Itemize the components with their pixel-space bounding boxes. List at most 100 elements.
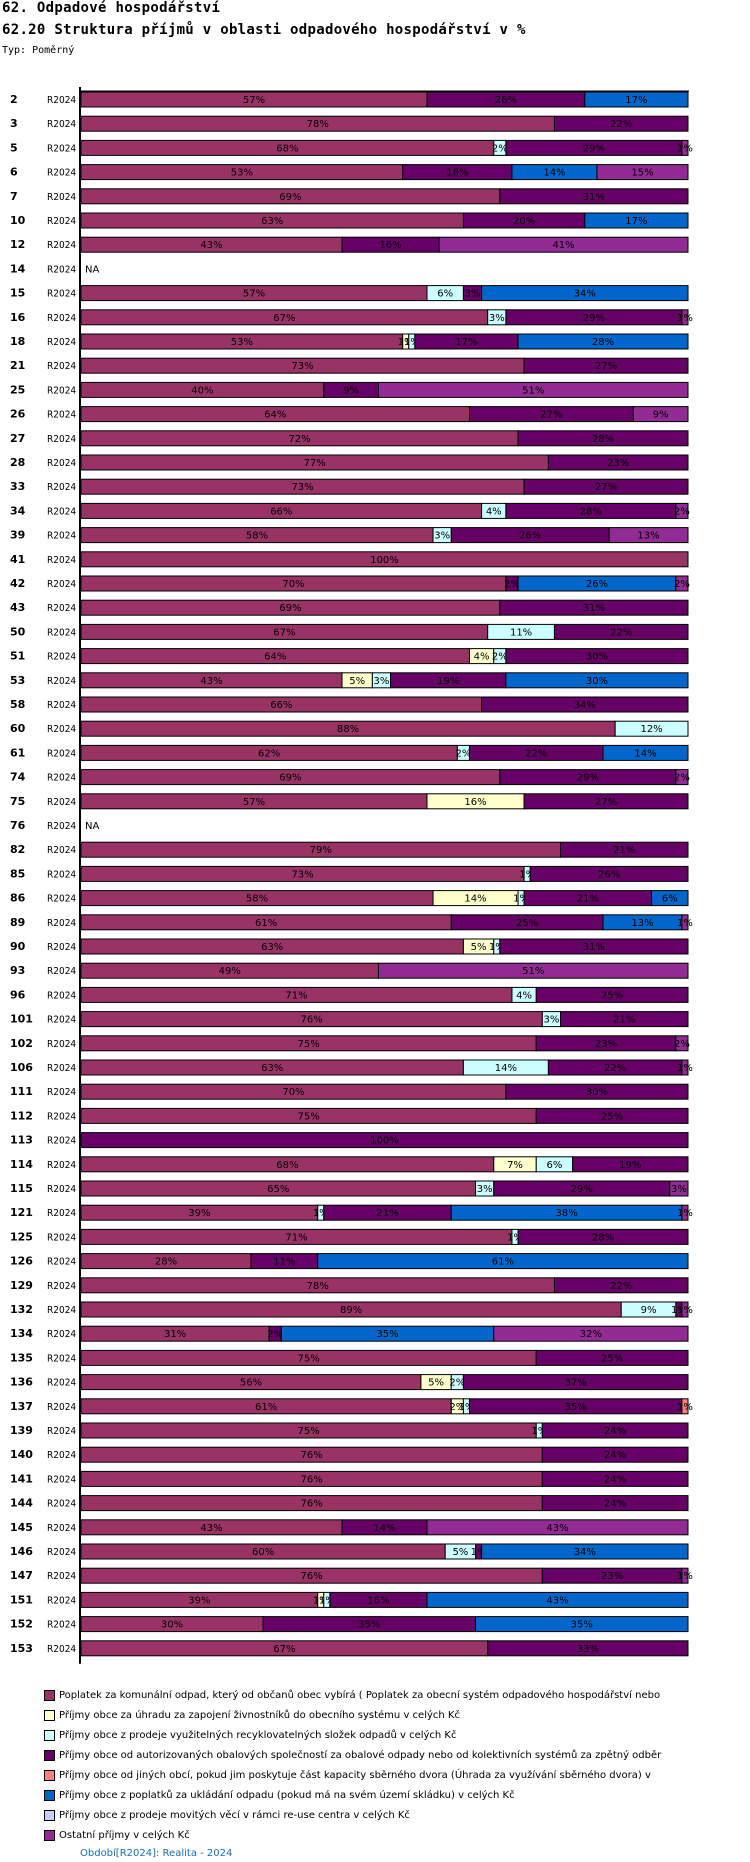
- bar-segment: [517, 1228, 689, 1245]
- row-period-label: R2024: [47, 119, 76, 130]
- segment-value-label: 24%: [604, 1426, 626, 1437]
- row-id-label: 96: [10, 988, 26, 1001]
- segment-value-label: 1%: [677, 1063, 693, 1074]
- segment-value-label: 26%: [519, 531, 541, 542]
- bar-row: 101 R2024 76% 3% 21%: [10, 1011, 689, 1028]
- bar-row: 134 R2024 31% 2% 35% 32%: [10, 1325, 689, 1342]
- bar-segment: [517, 333, 689, 350]
- segment-value-label: 3%: [374, 676, 390, 687]
- segment-value-label: 70%: [282, 1087, 304, 1098]
- segment-value-label: 57%: [243, 797, 265, 808]
- segment-value-label: 11%: [510, 627, 532, 638]
- bar-row: 111 R2024 70% 30%: [10, 1083, 689, 1100]
- segment-value-label: 22%: [604, 1063, 626, 1074]
- row-id-label: 153: [10, 1642, 33, 1655]
- segment-value-label: 12%: [640, 724, 662, 735]
- segment-value-label: 67%: [273, 627, 295, 638]
- segment-value-label: 26%: [598, 869, 620, 880]
- bar-row: 141 R2024 76% 24%: [10, 1470, 689, 1487]
- row-period-label: R2024: [47, 1547, 76, 1558]
- bar-segment: [553, 623, 689, 640]
- segment-value-label: 25%: [516, 918, 538, 929]
- bar-segment: [377, 381, 689, 398]
- legend-item: Příjmy obce z prodeje movitých věcí v rá…: [44, 1805, 661, 1825]
- bar-segment: [505, 672, 689, 689]
- row-period-label: R2024: [47, 676, 76, 687]
- row-id-label: 28: [10, 456, 25, 469]
- row-period-label: R2024: [47, 1329, 76, 1340]
- segment-value-label: 1%: [507, 1232, 523, 1243]
- segment-value-label: 29%: [571, 1184, 593, 1195]
- segment-value-label: 75%: [298, 1353, 320, 1364]
- row-id-label: 125: [10, 1230, 33, 1243]
- row-period-label: R2024: [47, 1111, 76, 1122]
- row-id-label: 5: [10, 141, 18, 154]
- segment-value-label: 63%: [261, 216, 283, 227]
- row-id-label: 129: [10, 1279, 33, 1292]
- section-title: 62. Odpadové hospodářství: [2, 0, 221, 16]
- row-period-label: R2024: [47, 555, 76, 566]
- segment-value-label: 28%: [592, 434, 614, 445]
- row-period-label: R2024: [47, 1378, 76, 1389]
- segment-value-label: 9%: [641, 1305, 657, 1316]
- bar-row: 114 R2024 68% 7% 6% 19%: [10, 1156, 689, 1173]
- row-id-label: 145: [10, 1521, 33, 1534]
- segment-value-label: 34%: [574, 1547, 596, 1558]
- row-id-label: 75: [10, 795, 25, 808]
- legend-label: Příjmy obce od jiných obcí, pokud jim po…: [59, 1769, 651, 1781]
- segment-value-label: 67%: [273, 313, 295, 324]
- segment-value-label: 68%: [276, 1160, 298, 1171]
- legend-swatch: [44, 1789, 55, 1801]
- segment-value-label: 78%: [307, 1281, 329, 1292]
- segment-value-label: 40%: [191, 385, 213, 396]
- bar-segment: [675, 502, 689, 519]
- bar-segment: [560, 841, 689, 858]
- row-period-label: R2024: [47, 531, 76, 542]
- row-period-label: R2024: [47, 95, 76, 106]
- bar-segment: [602, 744, 689, 761]
- bar-segment: [572, 1156, 689, 1173]
- segment-value-label: 69%: [279, 773, 301, 784]
- bar-row: 85 R2024 73% 1% 26%: [10, 865, 689, 882]
- bar-row: 82 R2024 79% 21%: [10, 841, 689, 858]
- segment-value-label: 28%: [592, 1232, 614, 1243]
- row-id-label: 3: [10, 117, 18, 130]
- segment-value-label: 16%: [464, 797, 486, 808]
- row-period-label: R2024: [47, 579, 76, 590]
- segment-value-label: 53%: [231, 168, 253, 179]
- row-period-label: R2024: [47, 216, 76, 227]
- row-period-label: R2024: [47, 1015, 76, 1026]
- bar-segment: [529, 865, 689, 882]
- row-id-label: 12: [10, 238, 25, 251]
- segment-value-label: 67%: [273, 1644, 295, 1655]
- segment-value-label: 57%: [243, 95, 265, 106]
- segment-value-label: 22%: [525, 748, 547, 759]
- bar-row: 26 R2024 64% 27% 9%: [10, 406, 689, 423]
- segment-value-label: 75%: [298, 1426, 320, 1437]
- segment-value-label: 35%: [376, 1329, 398, 1340]
- bar-row: 76 R2024 NA: [10, 819, 99, 832]
- segment-value-label: 75%: [298, 1039, 320, 1050]
- segment-value-label: 43%: [200, 240, 222, 251]
- segment-value-label: 64%: [264, 410, 286, 421]
- bar-segment: [553, 115, 689, 132]
- segment-value-label: 34%: [574, 700, 596, 711]
- row-id-label: 43: [10, 601, 25, 614]
- bar-segment: [317, 1253, 689, 1270]
- segment-value-label: 61%: [492, 1257, 514, 1268]
- bar-row: 135 R2024 75% 25%: [10, 1349, 689, 1366]
- segment-value-label: 35%: [358, 1620, 380, 1631]
- segment-value-label: 2%: [449, 1402, 465, 1413]
- segment-value-label: 24%: [604, 1474, 626, 1485]
- segment-value-label: 34%: [574, 289, 596, 300]
- bar-row: 102 R2024 75% 23% 2%: [10, 1035, 690, 1052]
- segment-value-label: 17%: [625, 216, 647, 227]
- segment-value-label: 24%: [604, 1450, 626, 1461]
- row-period-label: R2024: [47, 482, 76, 493]
- row-id-label: 90: [10, 940, 26, 953]
- bar-segment: [541, 1495, 689, 1512]
- bar-segment: [596, 164, 689, 181]
- segment-value-label: 31%: [583, 192, 605, 203]
- bar-segment: [535, 1107, 689, 1124]
- bar-row: 6 R2024 53% 18% 14% 15%: [10, 164, 689, 181]
